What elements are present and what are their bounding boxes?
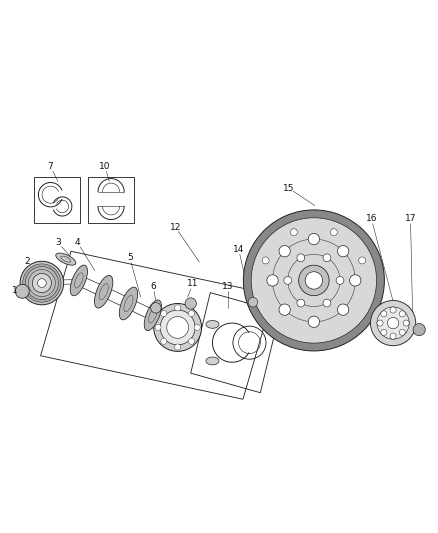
Ellipse shape — [95, 276, 113, 308]
Circle shape — [399, 329, 405, 335]
Circle shape — [155, 325, 161, 330]
Circle shape — [323, 254, 331, 262]
Circle shape — [154, 303, 201, 351]
Circle shape — [381, 329, 387, 335]
Circle shape — [28, 270, 55, 296]
Circle shape — [161, 338, 167, 344]
Circle shape — [188, 338, 194, 344]
Circle shape — [337, 246, 349, 257]
Text: 2: 2 — [25, 257, 30, 266]
Circle shape — [336, 277, 344, 284]
Text: 17: 17 — [405, 214, 416, 223]
Circle shape — [15, 284, 29, 298]
Text: 1: 1 — [11, 286, 18, 295]
Circle shape — [297, 299, 305, 307]
Circle shape — [188, 311, 194, 317]
Circle shape — [25, 266, 58, 300]
Circle shape — [399, 311, 405, 317]
Circle shape — [244, 210, 385, 351]
Circle shape — [23, 264, 61, 302]
Circle shape — [167, 317, 188, 338]
Circle shape — [297, 254, 305, 262]
Circle shape — [279, 304, 290, 316]
Circle shape — [337, 304, 349, 316]
Circle shape — [377, 320, 383, 326]
Text: 4: 4 — [75, 238, 80, 247]
Text: 14: 14 — [233, 245, 244, 254]
Ellipse shape — [56, 253, 76, 265]
Circle shape — [413, 324, 425, 336]
Circle shape — [381, 311, 387, 317]
Text: 13: 13 — [222, 281, 233, 290]
Circle shape — [262, 257, 269, 264]
Circle shape — [299, 265, 329, 296]
Circle shape — [267, 275, 278, 286]
Text: 16: 16 — [366, 214, 377, 223]
Ellipse shape — [70, 265, 88, 296]
Circle shape — [390, 307, 396, 313]
Circle shape — [194, 325, 200, 330]
Text: 15: 15 — [283, 184, 294, 192]
Text: 5: 5 — [127, 253, 133, 262]
Circle shape — [390, 333, 396, 339]
Circle shape — [330, 229, 337, 236]
Circle shape — [371, 301, 416, 346]
Circle shape — [403, 320, 409, 326]
Text: 3: 3 — [55, 238, 61, 247]
Circle shape — [323, 299, 331, 307]
Text: 11: 11 — [187, 279, 199, 288]
Circle shape — [151, 303, 161, 313]
Circle shape — [279, 246, 290, 257]
Circle shape — [161, 311, 167, 317]
Circle shape — [32, 273, 51, 293]
Text: 12: 12 — [170, 223, 181, 232]
Circle shape — [350, 275, 361, 286]
Circle shape — [308, 233, 320, 245]
Circle shape — [377, 307, 409, 339]
Ellipse shape — [144, 300, 162, 330]
Circle shape — [248, 297, 258, 307]
Ellipse shape — [206, 357, 219, 365]
Circle shape — [284, 277, 292, 284]
Circle shape — [185, 298, 196, 309]
Circle shape — [251, 218, 377, 343]
Circle shape — [308, 316, 320, 327]
Text: 6: 6 — [151, 281, 157, 290]
Bar — [88, 177, 134, 223]
Ellipse shape — [206, 320, 219, 328]
Circle shape — [175, 344, 181, 350]
Circle shape — [359, 257, 366, 264]
Circle shape — [290, 229, 297, 236]
Text: 10: 10 — [99, 162, 111, 171]
Ellipse shape — [119, 287, 138, 320]
Bar — [34, 177, 80, 223]
Circle shape — [388, 318, 399, 329]
Circle shape — [175, 305, 181, 311]
Text: 7: 7 — [48, 162, 53, 171]
Circle shape — [38, 279, 46, 287]
Circle shape — [160, 310, 195, 345]
Circle shape — [20, 261, 64, 305]
Circle shape — [305, 272, 322, 289]
